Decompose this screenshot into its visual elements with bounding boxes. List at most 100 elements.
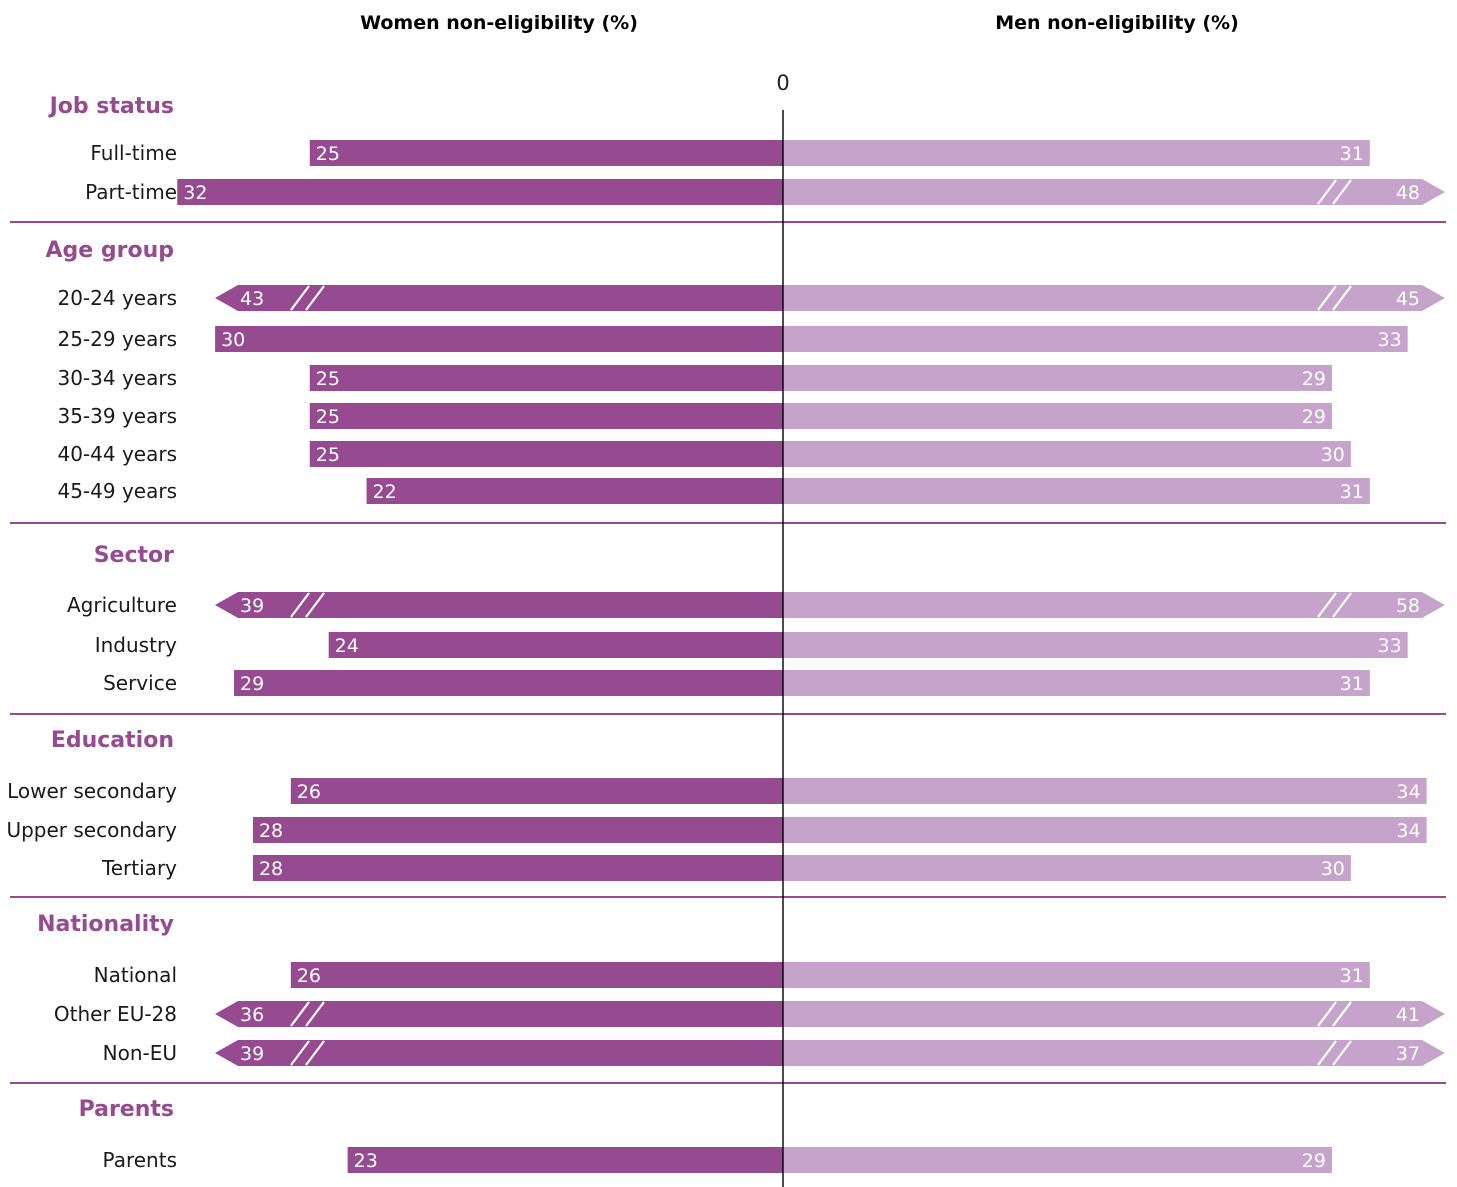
- men-bar: [783, 1147, 1332, 1173]
- women-value-label: 25: [316, 368, 340, 390]
- axis-break-mark: [1317, 592, 1337, 618]
- men-value-label: 31: [1340, 143, 1364, 165]
- men-value-label: 30: [1321, 444, 1345, 466]
- women-bar: [177, 179, 784, 205]
- women-bar: [309, 441, 783, 467]
- group-1: Age group 43 45 20-24 years 30 33 25-29 years 2…: [46, 238, 1445, 504]
- row-label: 45-49 years: [57, 479, 177, 503]
- row-label: Agriculture: [67, 593, 177, 617]
- men-value-label: 33: [1378, 635, 1402, 657]
- women-bar: [290, 778, 783, 804]
- women-value-label: 25: [316, 444, 340, 466]
- women-value-label: 39: [240, 1043, 264, 1065]
- men-value-label: 45: [1396, 288, 1420, 310]
- group-title: Nationality: [37, 912, 174, 937]
- axis-break-mark: [1317, 179, 1337, 205]
- women-bar: [347, 1147, 783, 1173]
- women-bar: [290, 962, 783, 988]
- men-value-label: 34: [1396, 781, 1420, 803]
- group-5: Parents 23 29 Parents: [79, 1097, 1332, 1173]
- men-value-label: 31: [1340, 965, 1364, 987]
- men-value-label: 41: [1396, 1004, 1420, 1026]
- axis-break-mark: [1332, 179, 1352, 205]
- men-value-label: 31: [1340, 673, 1364, 695]
- axis-break-mark: [290, 285, 310, 311]
- group-title: Parents: [79, 1097, 174, 1122]
- men-bar: [783, 326, 1408, 352]
- men-value-label: 29: [1302, 1150, 1326, 1172]
- women-value-label: 28: [259, 858, 283, 880]
- row-label: 35-39 years: [57, 404, 177, 428]
- women-value-label: 22: [373, 481, 397, 503]
- row-label: Service: [103, 671, 177, 695]
- men-value-label: 58: [1396, 595, 1420, 617]
- axis-break-mark: [305, 1001, 325, 1027]
- women-bar: [328, 632, 783, 658]
- women-bar: [366, 478, 783, 504]
- men-value-label: 34: [1396, 820, 1420, 842]
- axis-break-mark: [305, 592, 325, 618]
- women-column-title: Women non-eligibility (%): [360, 12, 638, 34]
- group-title: Sector: [94, 543, 174, 568]
- row-label: Parents: [103, 1148, 177, 1172]
- men-bar: [783, 855, 1351, 881]
- row-label: Non-EU: [103, 1041, 177, 1065]
- men-bar: [783, 670, 1370, 696]
- women-bar: [215, 1001, 783, 1027]
- women-bar: [215, 1040, 783, 1066]
- women-value-label: 43: [240, 288, 264, 310]
- group-title: Job status: [48, 94, 174, 119]
- women-value-label: 29: [240, 673, 264, 695]
- men-value-label: 29: [1302, 406, 1326, 428]
- men-bar: [783, 478, 1370, 504]
- row-label: National: [94, 963, 177, 987]
- women-bar: [215, 326, 784, 352]
- women-value-label: 23: [354, 1150, 378, 1172]
- axis-break-mark: [290, 1001, 310, 1027]
- group-2: Sector 39 58 Agriculture 24 33 Industry 29 31 Ser…: [67, 543, 1445, 696]
- men-bar: [783, 632, 1408, 658]
- women-value-label: 26: [297, 965, 321, 987]
- row-label: Part-time: [85, 180, 177, 204]
- women-bar: [252, 817, 783, 843]
- row-label: 20-24 years: [57, 286, 177, 310]
- men-bar: [783, 140, 1370, 166]
- women-value-label: 25: [316, 143, 340, 165]
- women-value-label: 39: [240, 595, 264, 617]
- group-4: Nationality 26 31 National 36 41 Other EU-28 39…: [37, 912, 1445, 1066]
- men-bar: [783, 365, 1332, 391]
- axis-break-mark: [1317, 1001, 1337, 1027]
- axis-break-mark: [1317, 285, 1337, 311]
- group-title: Education: [51, 728, 174, 753]
- women-value-label: 36: [240, 1004, 264, 1026]
- men-bar: [783, 441, 1351, 467]
- men-value-label: 33: [1378, 329, 1402, 351]
- axis-break-mark: [1332, 1001, 1352, 1027]
- row-label: 25-29 years: [57, 327, 177, 351]
- women-bar: [252, 855, 783, 881]
- women-value-label: 25: [316, 406, 340, 428]
- women-bar: [234, 670, 783, 696]
- axis-break-mark: [1332, 1040, 1352, 1066]
- row-label: Tertiary: [101, 856, 177, 880]
- row-label: 30-34 years: [57, 366, 177, 390]
- row-label: Industry: [95, 633, 177, 657]
- men-bar: [783, 778, 1427, 804]
- axis-break-mark: [290, 592, 310, 618]
- women-value-label: 24: [335, 635, 359, 657]
- women-value-label: 30: [221, 329, 245, 351]
- group-0: Job status 25 31 Full-time 32 48 Part-time: [48, 94, 1445, 205]
- groups-layer: Job status 25 31 Full-time 32 48 Part-time Age …: [6, 94, 1446, 1173]
- axis-break-mark: [305, 1040, 325, 1066]
- men-column-title: Men non-eligibility (%): [995, 12, 1239, 34]
- zero-axis-label: 0: [776, 71, 789, 95]
- axis-break-mark: [1317, 1040, 1337, 1066]
- women-value-label: 32: [183, 182, 207, 204]
- row-label: Other EU-28: [54, 1002, 177, 1026]
- women-bar: [215, 285, 783, 311]
- men-bar: [783, 592, 1445, 618]
- group-title: Age group: [46, 238, 174, 263]
- women-value-label: 26: [297, 781, 321, 803]
- men-value-label: 37: [1396, 1043, 1420, 1065]
